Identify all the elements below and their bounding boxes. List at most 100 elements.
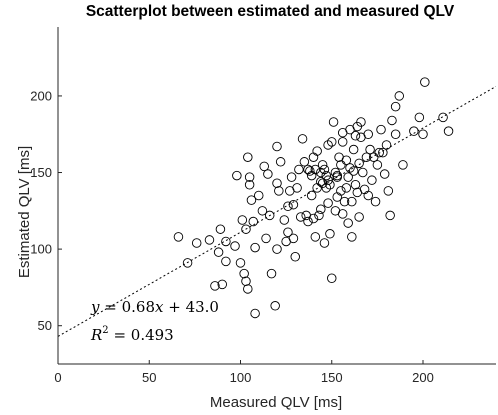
x-tick-label: 100 (230, 370, 252, 385)
data-point (241, 276, 251, 287)
data-point (292, 183, 302, 193)
data-point (230, 241, 240, 251)
data-point (420, 77, 430, 87)
data-point (250, 308, 260, 319)
data-point (363, 129, 374, 139)
data-point (323, 140, 333, 150)
data-point (443, 126, 454, 136)
data-point (215, 224, 226, 234)
data-point (365, 144, 375, 155)
data-point (321, 170, 332, 181)
x-tick-label: 200 (412, 370, 434, 385)
data-point (323, 198, 333, 208)
data-point (244, 172, 255, 182)
data-point (270, 301, 280, 311)
data-point (332, 170, 342, 181)
data-point (310, 164, 321, 175)
data-point (279, 215, 290, 225)
data-point (303, 216, 313, 227)
data-point (341, 155, 352, 166)
data-point (290, 252, 301, 262)
data-point (321, 183, 332, 193)
data-point (438, 112, 448, 123)
data-point (367, 175, 377, 185)
x-axis-ticks: 0 50 100 150 200 (54, 360, 434, 385)
data-point (359, 184, 370, 195)
data-point (316, 167, 326, 178)
data-point (347, 196, 357, 207)
x-tick-label: 150 (321, 370, 343, 385)
data-point (253, 190, 264, 201)
data-point (361, 152, 372, 162)
data-point (390, 101, 401, 112)
y-tick-label: 50 (38, 318, 52, 333)
data-point (316, 204, 326, 215)
data-point (319, 238, 330, 248)
data-point (325, 229, 335, 239)
data-point (191, 238, 202, 248)
data-point (383, 186, 394, 196)
data-point (345, 163, 355, 173)
data-point (354, 212, 364, 222)
data-point (336, 160, 346, 170)
y-tick-label: 150 (30, 165, 52, 180)
data-point (246, 195, 257, 205)
data-point (288, 199, 299, 210)
data-point (327, 273, 337, 283)
data-point (343, 172, 353, 182)
data-point (312, 146, 322, 156)
y-tick-label: 100 (30, 242, 52, 257)
data-point (204, 235, 215, 245)
data-point (182, 258, 193, 268)
data-point (261, 233, 271, 244)
data-point (210, 281, 220, 291)
data-point (221, 256, 231, 267)
y-axis-ticks: 50 100 150 200 (30, 88, 62, 333)
data-point (337, 127, 348, 138)
data-point (213, 247, 224, 257)
data-point (250, 242, 260, 253)
fit-line (58, 86, 496, 337)
data-point (339, 196, 350, 207)
fit-equation: y = 0.68x + 43.0 (90, 298, 219, 316)
data-point (385, 210, 395, 221)
data-point (372, 160, 383, 170)
data-point (243, 284, 253, 294)
data-point (319, 164, 330, 175)
data-point (295, 212, 306, 222)
chart-title: Scatterplot between estimated and measur… (86, 3, 455, 20)
data-point (327, 137, 337, 147)
fit-line-layer (58, 86, 496, 337)
data-point (221, 236, 231, 247)
data-point (312, 183, 322, 193)
data-point (217, 279, 227, 290)
data-point (330, 167, 341, 178)
data-point (317, 160, 328, 170)
data-point (272, 244, 282, 254)
data-point (241, 224, 251, 234)
data-point (263, 169, 273, 179)
data-point (414, 112, 425, 123)
data-point (325, 180, 335, 190)
data-point (306, 190, 317, 201)
data-point (387, 115, 397, 126)
data-point (283, 227, 293, 238)
data-point (235, 258, 246, 268)
data-point (374, 147, 384, 158)
data-point (343, 218, 353, 228)
data-point (297, 134, 308, 144)
data-point (370, 196, 381, 207)
data-point (266, 268, 277, 279)
x-tick-label: 0 (54, 370, 61, 385)
data-point (418, 129, 428, 139)
data-point (328, 117, 339, 127)
data-point (257, 206, 268, 216)
data-point (409, 126, 419, 136)
data-point (308, 213, 319, 224)
points-layer (173, 77, 454, 319)
data-point (275, 157, 286, 167)
data-point (305, 166, 315, 176)
data-point (281, 236, 291, 247)
data-point (239, 268, 249, 279)
r-squared: R2 = 0.493 (90, 325, 174, 344)
